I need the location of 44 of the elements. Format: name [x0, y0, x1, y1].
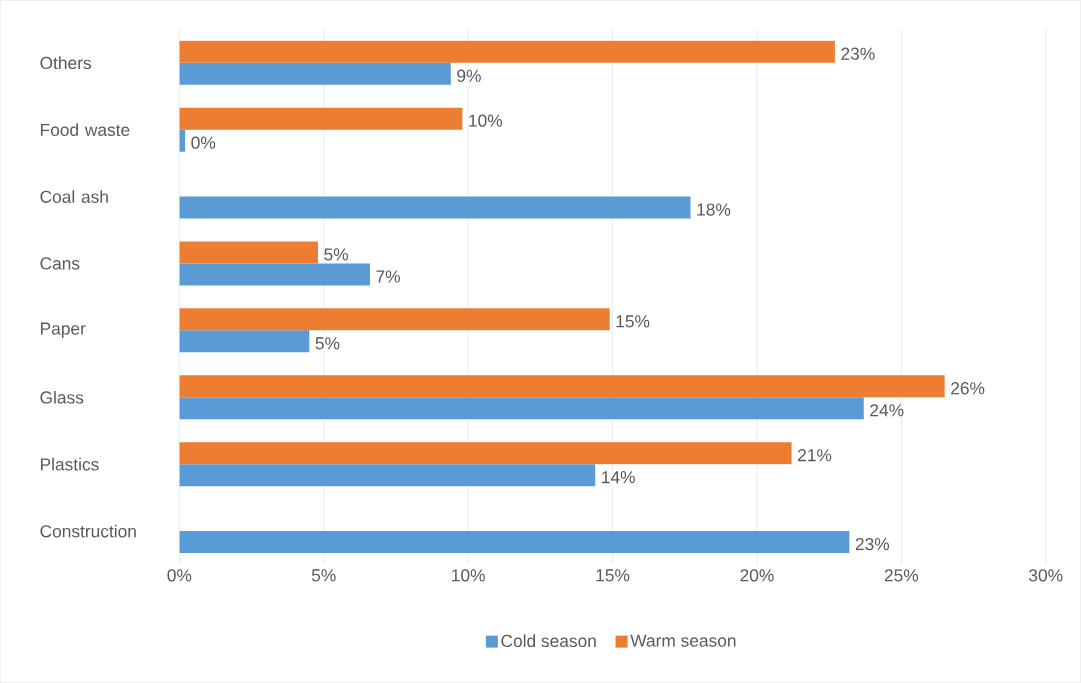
bar: [179, 308, 610, 331]
x-tick-label: 25%: [884, 569, 919, 582]
x-tick-label: 5%: [311, 569, 336, 582]
y-tick-label: Plastics: [41, 457, 99, 471]
data-label: 9%: [457, 69, 481, 82]
bar: [179, 241, 318, 264]
data-label: 18%: [697, 203, 731, 216]
data-label: 5%: [315, 337, 340, 350]
x-tick-label: 15%: [596, 569, 630, 582]
bar: [179, 531, 850, 554]
data-label: 23%: [855, 538, 890, 551]
y-tick-label: Construction: [40, 524, 136, 538]
bar: [179, 196, 691, 219]
legend-label: Cold season: [501, 634, 596, 648]
legend-label: Warm season: [630, 634, 736, 647]
y-tick-label: Glass: [40, 390, 84, 404]
y-tick-label: Food waste: [41, 123, 130, 137]
x-tick-label: 20%: [740, 569, 774, 582]
bar: [179, 330, 310, 353]
data-label: 23%: [841, 47, 875, 60]
bar: [179, 107, 463, 130]
data-label: 7%: [376, 270, 401, 283]
data-label: 26%: [951, 382, 985, 395]
x-tick-label: 10%: [452, 569, 485, 582]
y-tick-label: Cans: [40, 257, 80, 270]
data-label: 14%: [602, 471, 635, 484]
data-label: 5%: [324, 248, 349, 261]
bar: [179, 397, 864, 420]
bar: [179, 464, 596, 487]
data-label: 10%: [469, 114, 503, 127]
data-label: 21%: [798, 449, 832, 462]
bar: [179, 442, 792, 465]
bar: [179, 263, 370, 286]
y-tick-label: Paper: [41, 322, 86, 339]
bar: [179, 40, 835, 63]
y-tick-label: Others: [40, 56, 91, 70]
x-tick-label: 0%: [167, 569, 192, 582]
y-tick-label: Coal ash: [40, 190, 108, 203]
x-tick-label: 30%: [1029, 569, 1063, 582]
bar: [179, 375, 945, 398]
data-label: 24%: [870, 404, 904, 417]
data-label: 15%: [616, 315, 650, 328]
bar: [179, 62, 451, 85]
data-label: 0%: [191, 136, 216, 149]
